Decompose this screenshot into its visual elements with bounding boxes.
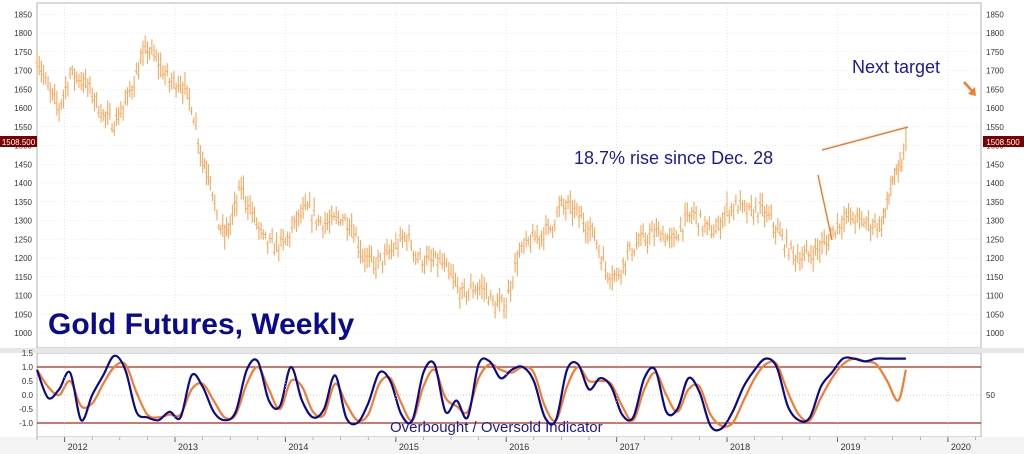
xtick-label: 2012: [68, 442, 88, 452]
price-ytick-left: 1250: [14, 235, 32, 244]
price-ytick-left: 1000: [14, 329, 32, 338]
ind-ytick: 0.0: [22, 391, 34, 400]
price-ytick-right: 1700: [986, 67, 1004, 76]
price-ytick-right: 1250: [986, 235, 1004, 244]
price-ytick-right: 1100: [986, 292, 1004, 301]
price-ytick-left: 1100: [15, 292, 33, 301]
xtick-label: 2017: [620, 442, 640, 452]
price-ytick-left: 1400: [14, 179, 32, 188]
xtick-label: 2018: [730, 442, 750, 452]
ind-ytick: -1.0: [19, 419, 33, 428]
price-ytick-right: 1450: [986, 160, 1004, 169]
price-ytick-right: 1150: [986, 273, 1004, 282]
price-ytick-left: 1300: [14, 217, 32, 226]
price-bars: [35, 35, 907, 319]
xtick-label: 2014: [288, 442, 308, 452]
price-ytick-right: 1650: [986, 85, 1004, 94]
price-ytick-right: 1800: [986, 29, 1004, 38]
indicator-fast-line: [35, 354, 906, 432]
price-ytick-right: 1550: [986, 123, 1004, 132]
price-ytick-right: 1200: [986, 254, 1004, 263]
price-tag-right-text: 1508.500: [986, 138, 1020, 147]
price-ytick-right: 1000: [986, 329, 1004, 338]
rise-pointer-line: [817, 174, 833, 241]
ind-ytick: 1.0: [22, 363, 34, 372]
price-ytick-left: 1350: [14, 198, 32, 207]
price-ytick-right: 1300: [986, 217, 1004, 226]
price-ytick-left: 1800: [14, 29, 32, 38]
xtick-label: 2020: [951, 442, 971, 452]
price-ytick-left: 1750: [14, 48, 32, 57]
price-ytick-left: 1700: [14, 67, 32, 76]
price-ytick-left: 1600: [14, 104, 32, 113]
xtick-label: 2019: [840, 442, 860, 452]
xtick-label: 2016: [509, 442, 529, 452]
rise-trend-line: [821, 126, 909, 151]
price-ytick-right: 1050: [986, 310, 1004, 319]
price-ytick-left: 1200: [14, 254, 32, 263]
price-ytick-left: 1550: [14, 123, 32, 132]
rise-annotation: 18.7% rise since Dec. 28: [574, 148, 773, 168]
price-ytick-right: 1350: [986, 198, 1004, 207]
price-ytick-right: 1750: [986, 48, 1004, 57]
ind-ytick-right: 50: [986, 391, 995, 400]
price-ytick-right: 1400: [986, 179, 1004, 188]
xtick-label: 2015: [399, 442, 419, 452]
next-target-annotation: Next target: [852, 57, 940, 77]
price-panel: [36, 2, 982, 349]
xtick-label: 2013: [178, 442, 198, 452]
price-tag-left-text: 1508.500: [2, 138, 36, 147]
price-ytick-right: 1600: [986, 104, 1004, 113]
chart-title: Gold Futures, Weekly: [48, 308, 354, 341]
ind-ytick: -0.5: [19, 405, 33, 414]
indicator-title: Overbought / Oversold Indicator: [390, 419, 603, 436]
price-ytick-left: 1450: [14, 160, 32, 169]
ind-ytick: 1.5: [22, 349, 34, 358]
ind-ytick: 0.5: [22, 377, 34, 386]
price-ytick-left: 1150: [15, 273, 33, 282]
price-tag-right: 1508.500: [983, 136, 1024, 147]
arrow-icon: [963, 81, 976, 96]
price-tag-left: 1508.500: [0, 136, 37, 147]
price-ytick-left: 1050: [14, 310, 32, 319]
price-ytick-right: 1850: [986, 10, 1004, 19]
price-ytick-left: 1850: [14, 10, 32, 19]
price-ytick-left: 1650: [14, 85, 32, 94]
